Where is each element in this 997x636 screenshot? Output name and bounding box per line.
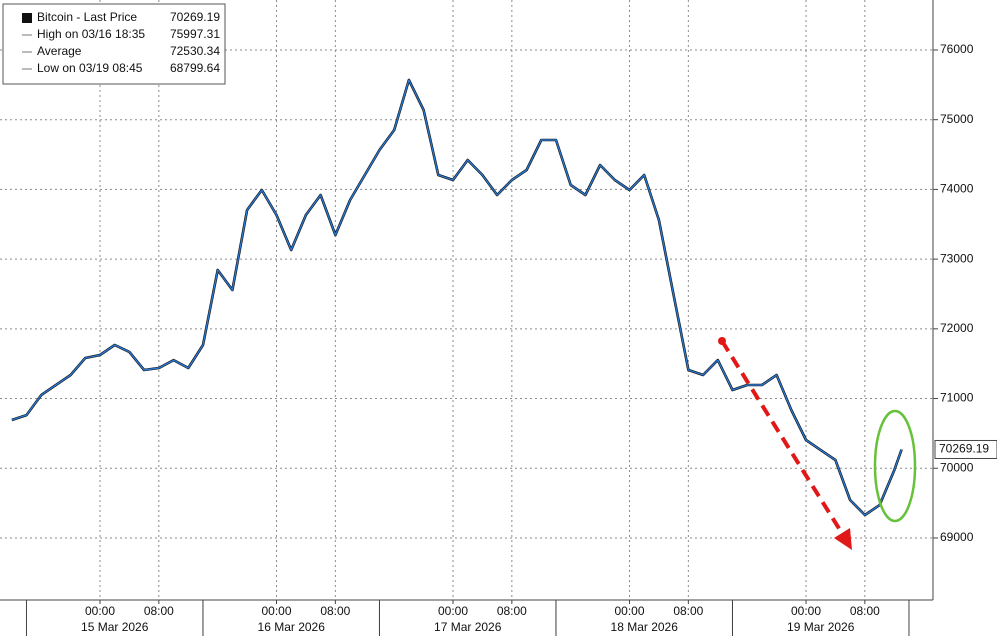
annotations	[718, 337, 917, 550]
legend-label: Low on 03/19 08:45	[37, 61, 143, 75]
x-tick-label: 08:00	[144, 604, 174, 618]
x-tick-label: 00:00	[85, 604, 115, 618]
y-tick-label: 73000	[940, 251, 974, 265]
x-tick-label: 08:00	[850, 604, 880, 618]
price-line-highlight	[11, 79, 903, 516]
arrow-head	[834, 528, 852, 550]
x-tick-label: 08:00	[497, 604, 527, 618]
y-tick-label: 70000	[940, 460, 974, 474]
legend-label: High on 03/16 18:35	[37, 27, 145, 41]
y-tick-label: 71000	[940, 391, 974, 405]
legend-swatch	[22, 13, 32, 23]
date-label: 18 Mar 2026	[611, 620, 679, 634]
x-tick-label: 00:00	[615, 604, 645, 618]
x-tick-label: 00:00	[262, 604, 292, 618]
arrow-start	[718, 337, 726, 345]
last-price-tag	[934, 439, 997, 459]
plot	[11, 78, 903, 517]
legend: Bitcoin - Last Price 70269.19 High on 03/1…	[2, 3, 226, 85]
x-tick-label: 08:00	[673, 604, 703, 618]
legend-value: 75997.31	[170, 27, 220, 41]
legend-label: Average	[37, 44, 82, 58]
date-label: 16 Mar 2026	[258, 620, 326, 634]
date-label: 19 Mar 2026	[787, 620, 855, 634]
legend-label: Bitcoin - Last Price	[37, 10, 137, 24]
last-price-label: 70269.19	[939, 442, 989, 456]
y-tick-label: 74000	[940, 182, 974, 196]
legend-box	[2, 3, 226, 85]
y-tick-label: 69000	[940, 530, 974, 544]
highlight-ellipse	[873, 409, 917, 523]
y-tick-label: 76000	[940, 42, 974, 56]
y-tick-label: 72000	[940, 321, 974, 335]
date-label: 15 Mar 2026	[81, 620, 149, 634]
x-tick-label: 00:00	[438, 604, 468, 618]
x-tick-label: 08:00	[320, 604, 350, 618]
grid	[0, 0, 933, 600]
x-tick-label: 00:00	[791, 604, 821, 618]
legend-value: 68799.64	[170, 61, 220, 75]
y-tick-label: 75000	[940, 112, 974, 126]
date-label: 17 Mar 2026	[434, 620, 502, 634]
legend-value: 72530.34	[170, 44, 220, 58]
legend-value: 70269.19	[170, 10, 220, 24]
trend-arrow	[720, 339, 847, 540]
